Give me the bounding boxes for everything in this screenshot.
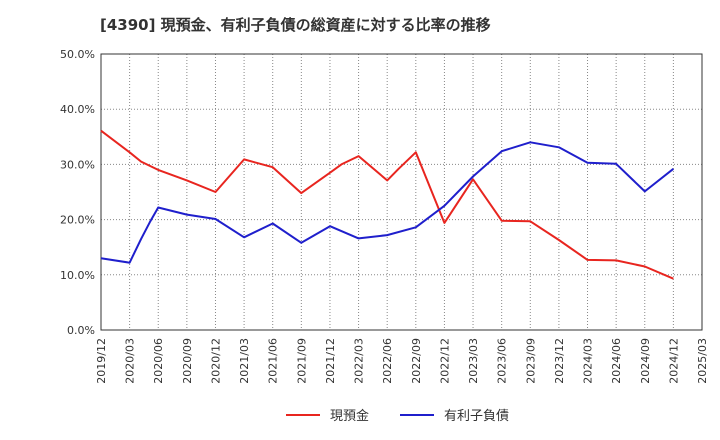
y-tick-label: 0.0% <box>67 324 95 337</box>
x-tick-label: 2024/09 <box>639 338 652 384</box>
y-tick-label: 20.0% <box>60 214 95 227</box>
x-tick-label: 2023/09 <box>524 338 537 384</box>
y-tick-label: 10.0% <box>60 269 95 282</box>
x-tick-label: 2024/03 <box>582 338 595 384</box>
x-tick-label: 2022/09 <box>410 338 423 384</box>
series-line <box>100 129 674 280</box>
grid-lines <box>101 54 702 330</box>
x-tick-label: 2022/03 <box>353 338 366 384</box>
y-tick-label: 50.0% <box>60 48 95 61</box>
x-tick-label: 2021/06 <box>267 338 280 384</box>
y-tick-label: 30.0% <box>60 158 95 171</box>
x-tick-label: 2020/06 <box>152 338 165 384</box>
x-tick-label: 2023/12 <box>553 338 566 384</box>
y-axis-ticks: 0.0% 10.0% 20.0% 30.0% 40.0% 50.0% <box>60 48 95 337</box>
x-tick-label: 2023/03 <box>467 338 480 384</box>
chart-title: [4390] 現預金、有利子負債の総資産に対する比率の推移 <box>100 16 491 34</box>
plot-area <box>100 53 703 331</box>
x-tick-label: 2020/09 <box>181 338 194 384</box>
series-lines <box>100 129 675 280</box>
x-axis-ticks: 2019/12 2020/03 2020/06 2020/09 2020/12 2021/… <box>95 338 709 384</box>
x-tick-label: 2023/06 <box>496 338 509 384</box>
x-tick-label: 2021/03 <box>238 338 251 384</box>
x-tick-label: 2021/12 <box>324 338 337 384</box>
x-tick-label: 2024/06 <box>610 338 623 384</box>
x-tick-label: 2024/12 <box>667 338 680 384</box>
x-tick-label: 2020/12 <box>209 338 222 384</box>
legend-label: 有利子負債 <box>444 409 509 424</box>
x-tick-label: 2022/06 <box>381 338 394 384</box>
x-tick-label: 2021/09 <box>295 338 308 384</box>
x-tick-label: 2020/03 <box>124 338 137 384</box>
legend: 現預金 有利子負債 <box>286 408 509 424</box>
series-line <box>100 141 675 264</box>
x-tick-label: 2022/12 <box>438 338 451 384</box>
x-tick-label: 2019/12 <box>95 338 108 384</box>
x-tick-label: 2025/03 <box>696 338 709 384</box>
legend-label: 現預金 <box>330 408 369 424</box>
y-tick-label: 40.0% <box>60 103 95 116</box>
